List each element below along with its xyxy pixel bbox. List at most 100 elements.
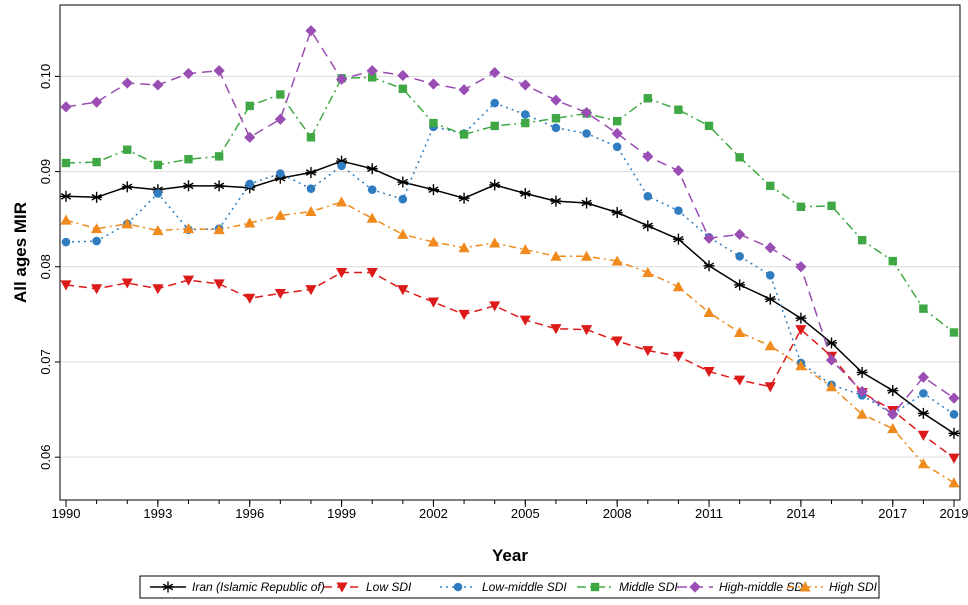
data-point	[368, 73, 377, 82]
data-point	[245, 179, 255, 189]
data-point	[152, 79, 164, 91]
data-point	[337, 161, 346, 171]
data-point	[274, 209, 286, 220]
data-point	[917, 407, 929, 419]
y-tick-label: 0.09	[38, 159, 53, 184]
data-point	[91, 191, 103, 203]
data-point	[734, 228, 746, 241]
data-point	[91, 96, 103, 108]
y-tick-label: 0.10	[38, 64, 53, 89]
series-line-low-sdi	[65, 271, 955, 459]
series-middle-sdi	[61, 73, 959, 337]
data-point	[489, 237, 501, 248]
x-tick-label: 1993	[143, 506, 172, 521]
data-point	[60, 280, 72, 291]
data-point	[674, 105, 683, 114]
data-point	[703, 232, 715, 244]
data-point	[551, 123, 561, 133]
legend-box	[139, 575, 880, 599]
data-point	[427, 78, 440, 90]
data-point	[214, 152, 224, 161]
series-line-iran-islamic-republic-of	[65, 160, 955, 435]
data-point	[550, 250, 562, 261]
data-point	[366, 163, 378, 175]
axes: 0.06 0.07 0.08 0.09 0.10 1990 1993 1996 1999 2002…	[38, 64, 968, 521]
data-point	[490, 121, 499, 131]
data-point	[305, 285, 317, 296]
data-point	[674, 206, 683, 215]
x-tick-label: 1996	[235, 506, 264, 521]
data-point	[306, 184, 316, 194]
data-point	[672, 165, 685, 177]
data-point	[397, 176, 409, 188]
data-point	[612, 142, 622, 152]
data-point	[919, 304, 928, 313]
data-point	[611, 207, 623, 219]
data-point	[949, 328, 959, 337]
legend-marker	[453, 582, 463, 592]
data-point	[153, 160, 163, 170]
x-tick-label: 1990	[52, 506, 81, 521]
legend-marker	[162, 581, 174, 593]
x-tick-label: 2014	[786, 506, 815, 521]
data-point	[642, 266, 654, 277]
data-point	[856, 366, 868, 378]
legend-marker	[689, 581, 701, 593]
data-point	[305, 167, 317, 179]
data-point	[458, 309, 470, 320]
data-point	[580, 325, 593, 336]
legend-label: High SDI	[829, 580, 878, 594]
data-point	[366, 65, 378, 77]
legend-item: Low SDI	[324, 580, 412, 594]
data-point	[734, 279, 746, 291]
data-point	[948, 427, 960, 439]
data-point	[519, 187, 531, 199]
data-point	[276, 169, 285, 178]
data-point	[887, 423, 899, 434]
data-point	[917, 430, 929, 441]
data-point	[60, 190, 72, 202]
data-point	[795, 261, 807, 273]
data-point	[857, 235, 867, 245]
legend-item: High-middle SDI	[677, 580, 807, 594]
data-point	[184, 155, 193, 164]
data-point	[182, 275, 195, 286]
data-point	[335, 73, 348, 85]
series-line-high-middle-sdi	[65, 28, 955, 416]
data-point	[91, 223, 103, 234]
legend-item: Iran (Islamic Republic of)	[150, 580, 325, 594]
data-point	[306, 133, 316, 142]
data-point	[766, 181, 775, 191]
data-point	[274, 113, 286, 125]
data-point	[427, 184, 439, 196]
data-point	[735, 153, 744, 162]
data-point	[764, 382, 776, 393]
data-point	[458, 192, 470, 204]
x-tick-label: 2008	[603, 506, 632, 521]
data-point	[519, 244, 531, 255]
legend-label: Low SDI	[366, 580, 412, 594]
data-point	[152, 225, 164, 236]
data-point	[582, 129, 591, 138]
data-point	[550, 195, 562, 207]
data-point	[825, 354, 838, 366]
legend-marker	[799, 581, 811, 592]
data-point	[764, 242, 776, 254]
data-point	[672, 351, 685, 362]
data-point	[704, 121, 714, 131]
data-point	[856, 408, 868, 419]
data-point	[367, 185, 377, 194]
data-point	[796, 202, 806, 212]
data-point	[580, 250, 593, 261]
data-point	[521, 118, 530, 128]
y-tick-label: 0.06	[38, 445, 53, 470]
data-point	[764, 293, 776, 305]
data-point	[764, 340, 776, 351]
data-point	[887, 408, 899, 420]
data-point	[305, 205, 317, 217]
data-point	[305, 25, 317, 37]
data-point	[91, 284, 103, 295]
data-point	[213, 279, 225, 290]
data-point	[458, 242, 470, 253]
